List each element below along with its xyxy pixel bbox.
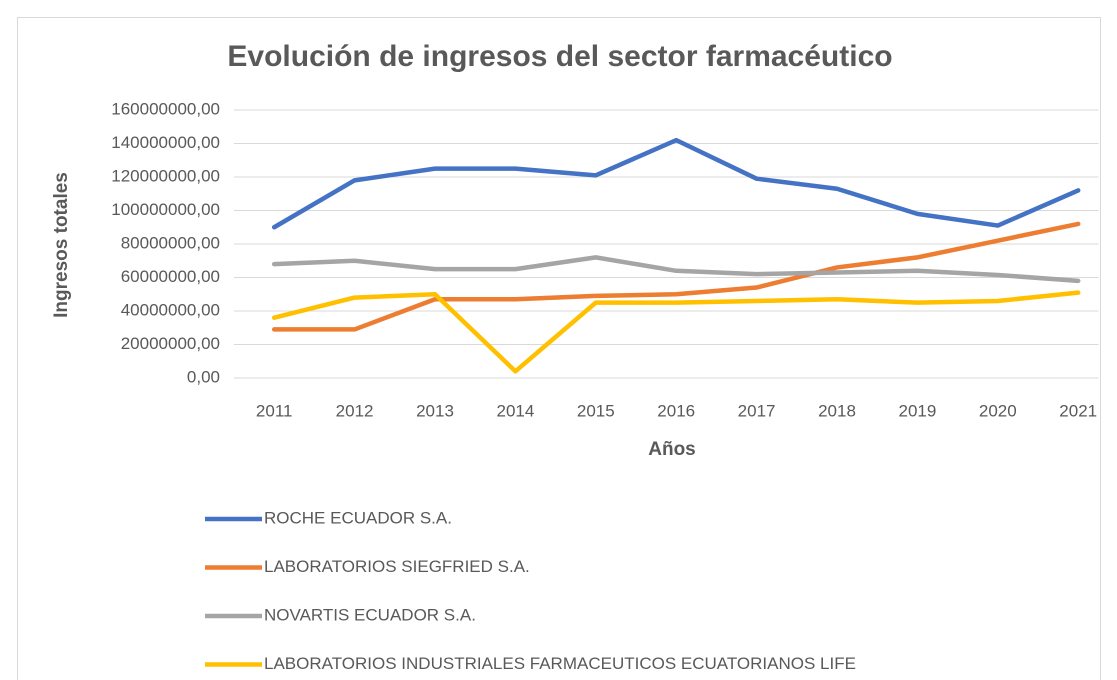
y-tick-label: 20000000,00 — [121, 334, 220, 353]
series-line — [271, 255, 1081, 284]
x-tick-label: 2019 — [898, 401, 936, 420]
y-tick-label: 60000000,00 — [121, 267, 220, 286]
series-line — [271, 221, 1081, 332]
x-tick-label: 2013 — [416, 401, 454, 420]
legend-label: LABORATORIOS INDUSTRIALES FARMACEUTICOS … — [264, 654, 856, 673]
x-tick-label: 2021 — [1059, 401, 1097, 420]
x-tick-label: 2018 — [818, 401, 856, 420]
y-tick-label: 100000000,00 — [111, 200, 220, 219]
chart-title: Evolución de ingresos del sector farmacé… — [227, 40, 892, 73]
y-tick-label: 160000000,00 — [111, 99, 220, 118]
series-line — [271, 137, 1081, 230]
y-axis-title: Ingresos totales — [51, 172, 72, 318]
x-tick-label: 2012 — [336, 401, 374, 420]
y-tick-label: 80000000,00 — [121, 233, 220, 252]
legend-label: ROCHE ECUADOR S.A. — [264, 508, 452, 527]
chart-frame — [17, 17, 1101, 680]
y-tick-label: 0,00 — [187, 367, 220, 386]
x-tick-label: 2016 — [657, 401, 695, 420]
y-tick-label: 40000000,00 — [121, 300, 220, 319]
series-line — [271, 290, 1081, 374]
x-axis-title: Años — [648, 439, 696, 460]
x-tick-label: 2011 — [256, 401, 293, 420]
y-tick-label: 140000000,00 — [111, 133, 220, 152]
x-tick-label: 2020 — [979, 401, 1017, 420]
x-tick-label: 2014 — [496, 401, 534, 420]
x-tick-label: 2017 — [738, 401, 776, 420]
legend-label: LABORATORIOS SIEGFRIED S.A. — [264, 557, 530, 576]
x-tick-label: 2015 — [577, 401, 615, 420]
legend-label: NOVARTIS ECUADOR S.A. — [264, 605, 476, 624]
y-tick-label: 120000000,00 — [111, 166, 220, 185]
